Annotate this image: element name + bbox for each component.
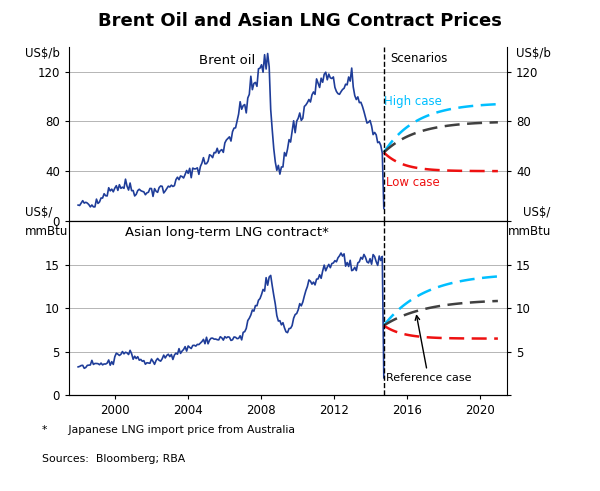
Text: Low case: Low case xyxy=(386,176,440,189)
Text: US$/: US$/ xyxy=(25,206,53,219)
Text: mmBtu: mmBtu xyxy=(508,225,551,239)
Text: US$/: US$/ xyxy=(523,206,551,219)
Text: US$/b: US$/b xyxy=(516,47,551,59)
Text: Brent Oil and Asian LNG Contract Prices: Brent Oil and Asian LNG Contract Prices xyxy=(98,12,502,30)
Text: Scenarios: Scenarios xyxy=(391,52,448,65)
Text: mmBtu: mmBtu xyxy=(25,225,68,239)
Text: Reference case: Reference case xyxy=(386,316,471,383)
Text: High case: High case xyxy=(384,95,442,109)
Text: Asian long-term LNG contract*: Asian long-term LNG contract* xyxy=(125,226,329,239)
Text: Sources:  Bloomberg; RBA: Sources: Bloomberg; RBA xyxy=(42,454,185,464)
Text: *      Japanese LNG import price from Australia: * Japanese LNG import price from Austral… xyxy=(42,425,295,435)
Text: US$/b: US$/b xyxy=(25,47,60,59)
Text: Brent oil: Brent oil xyxy=(199,54,255,67)
